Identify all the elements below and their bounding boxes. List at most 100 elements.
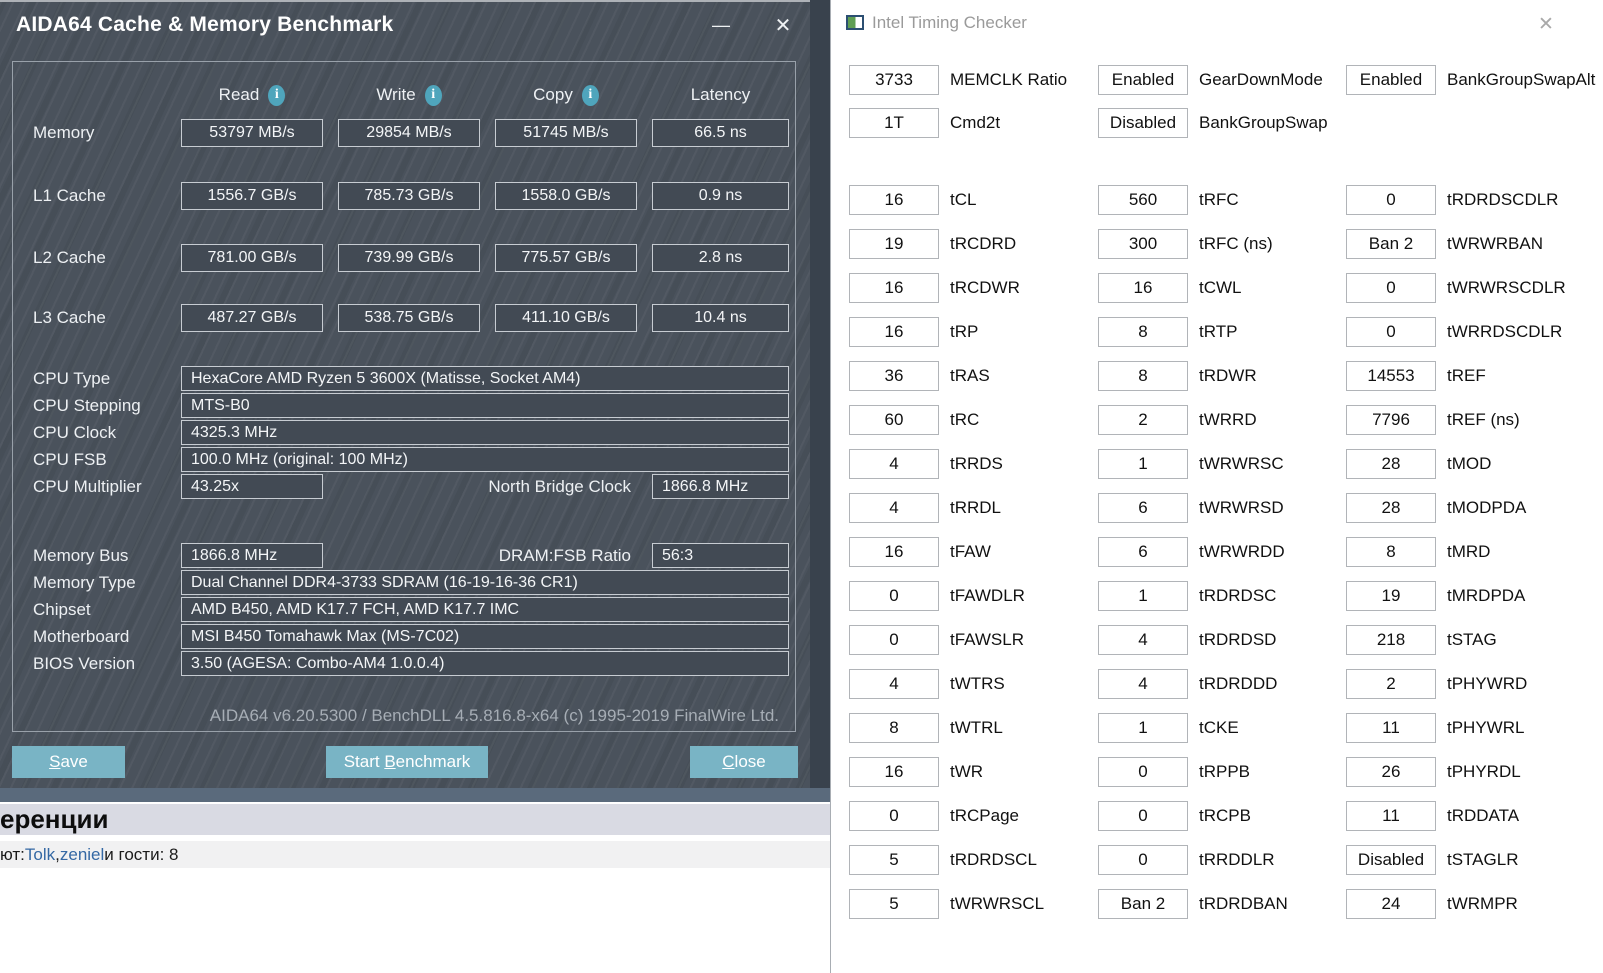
timing-value-input[interactable]: 1 [1098, 713, 1188, 743]
timing-value-input[interactable]: 16 [849, 185, 939, 215]
timing-value-input[interactable]: 0 [1346, 185, 1436, 215]
timing-field: 16 tWR [849, 757, 1044, 787]
timing-value-input[interactable]: Ban 2 [1346, 229, 1436, 259]
timing-value-input[interactable]: 4 [849, 669, 939, 699]
timing-value-input[interactable]: 16 [849, 317, 939, 347]
close-icon[interactable]: ✕ [1538, 13, 1554, 35]
timing-field: 16 tRP [849, 317, 1044, 347]
timing-value-input[interactable]: 11 [1346, 801, 1436, 831]
timing-value-input[interactable]: 16 [849, 757, 939, 787]
info-row: Memory Type Dual Channel DDR4-3733 SDRAM… [13, 570, 795, 595]
timing-value-input[interactable]: 8 [1098, 317, 1188, 347]
timing-value-input[interactable]: 5 [849, 845, 939, 875]
timing-field: 0 tWRWRSCDLR [1346, 273, 1566, 303]
memclk-ratio-input[interactable]: 3733 [849, 65, 939, 95]
copy-value: 775.57 GB/s [521, 249, 611, 266]
timing-value-input[interactable]: 0 [849, 801, 939, 831]
timing-field: 4 tWTRS [849, 669, 1044, 699]
north-bridge-clock-value-box: 1866.8 MHz [652, 474, 789, 499]
timing-value-input[interactable]: 60 [849, 405, 939, 435]
timing-value-input[interactable]: 8 [1098, 361, 1188, 391]
timing-value-input[interactable]: 0 [1098, 801, 1188, 831]
info-icon[interactable]: i [424, 84, 442, 106]
close-icon[interactable]: ✕ [774, 14, 792, 37]
timing-field: 7796 tREF (ns) [1346, 405, 1566, 435]
timing-value-input[interactable]: 300 [1098, 229, 1188, 259]
timing-value-input[interactable]: 36 [849, 361, 939, 391]
timing-field: 16 tCL [849, 185, 1044, 215]
timing-value-input[interactable]: 0 [849, 581, 939, 611]
timing-value-input[interactable]: 4 [1098, 625, 1188, 655]
timing-value-input[interactable]: 0 [1098, 757, 1188, 787]
timing-value-input[interactable]: 14553 [1346, 361, 1436, 391]
timing-label: tREF [1447, 366, 1486, 385]
timing-value-input[interactable]: 6 [1098, 493, 1188, 523]
timing-field: 0 tFAWDLR [849, 581, 1044, 611]
timing-value-input[interactable]: Disabled [1346, 845, 1436, 875]
timing-value-input[interactable]: 2 [1346, 669, 1436, 699]
timing-value-input[interactable]: 560 [1098, 185, 1188, 215]
latency-value: 10.4 ns [694, 309, 747, 326]
benchmark-results: Memory 53797 MB/s 29854 MB/s 51745 MB/s … [13, 62, 795, 731]
timing-value-input[interactable]: 28 [1346, 493, 1436, 523]
timing-value-input[interactable]: 26 [1346, 757, 1436, 787]
timing-value-input[interactable]: 5 [849, 889, 939, 919]
timing-value-input[interactable]: 4 [849, 449, 939, 479]
bankgroupswap-input[interactable]: Disabled [1098, 108, 1188, 138]
read-header-label: Read [218, 85, 260, 104]
timing-value-input[interactable]: 0 [1346, 317, 1436, 347]
timing-field: 8 tMRD [1346, 537, 1566, 567]
timing-value-input[interactable]: 0 [1346, 273, 1436, 303]
timing-value-input[interactable]: Ban 2 [1098, 889, 1188, 919]
timing-value-input[interactable]: 16 [849, 537, 939, 567]
timing-value-input[interactable]: 19 [849, 229, 939, 259]
timing-value-input[interactable]: 7796 [1346, 405, 1436, 435]
timing-label: tRDDATA [1447, 806, 1520, 825]
timing-value-input[interactable]: 4 [849, 493, 939, 523]
timing-value-input[interactable]: 8 [1346, 537, 1436, 567]
close-button[interactable]: Close [690, 746, 798, 778]
timing-field: 4 tRRDS [849, 449, 1044, 479]
timing-value-input[interactable]: 8 [849, 713, 939, 743]
latency-value-box: 66.5 ns [652, 119, 789, 147]
timing-value-input[interactable]: 1 [1098, 449, 1188, 479]
start-benchmark-button[interactable]: Start Benchmark [326, 746, 488, 778]
timing-label: tRP [950, 322, 979, 341]
timing-value-input[interactable]: 28 [1346, 449, 1436, 479]
timing-value-input[interactable]: 19 [1346, 581, 1436, 611]
info-icon[interactable]: i [581, 84, 599, 106]
timing-value-input[interactable]: 218 [1346, 625, 1436, 655]
timing-field: 19 tMRDPDA [1346, 581, 1566, 611]
info-value: 4325.3 MHz [191, 423, 278, 441]
user-link-zeniel[interactable]: zeniel [59, 844, 105, 864]
timing-value-input[interactable]: 16 [849, 273, 939, 303]
save-button[interactable]: Save [12, 746, 125, 778]
column-header-copy: Copy i [495, 80, 637, 110]
benchmark-row: L1 Cache 1556.7 GB/s 785.73 GB/s 1558.0 … [13, 182, 795, 210]
field-label: BankGroupSwap [1199, 113, 1328, 132]
memory-bus-row: Memory Bus 1866.8 MHz DRAM:FSB Ratio 56:… [13, 543, 795, 568]
info-icon[interactable]: i [268, 84, 286, 106]
webpage-online-users-line: ют: Tolk , zeniel и гости: 8 [0, 841, 830, 868]
timing-value-input[interactable]: 24 [1346, 889, 1436, 919]
cmd2t-input[interactable]: 1T [849, 108, 939, 138]
timing-label: tRC [950, 410, 980, 429]
timing-value-input[interactable]: 1 [1098, 581, 1188, 611]
timing-value-input[interactable]: 6 [1098, 537, 1188, 567]
column-header-write: Write i [338, 80, 480, 110]
memory-bus-value: 1866.8 MHz [191, 546, 278, 564]
timing-value-input[interactable]: 4 [1098, 669, 1188, 699]
user-link-tolk[interactable]: Tolk [24, 844, 56, 864]
timing-value-input[interactable]: 2 [1098, 405, 1188, 435]
geardownmode-input[interactable]: Enabled [1098, 65, 1188, 95]
timing-value-input[interactable]: 0 [849, 625, 939, 655]
timing-value-input[interactable]: 11 [1346, 713, 1436, 743]
timing-value-input[interactable]: 0 [1098, 845, 1188, 875]
field-label: MEMCLK Ratio [950, 70, 1068, 89]
row-label: CPU Clock [33, 423, 117, 442]
bankgroupswapalt-input[interactable]: Enabled [1346, 65, 1436, 95]
minimize-icon[interactable]: — [712, 14, 730, 35]
timing-value-input[interactable]: 16 [1098, 273, 1188, 303]
field-label: BankGroupSwapAlt [1447, 70, 1596, 89]
benchmark-panel: Read i Write i Copy i Latency Memory 537… [12, 61, 796, 732]
